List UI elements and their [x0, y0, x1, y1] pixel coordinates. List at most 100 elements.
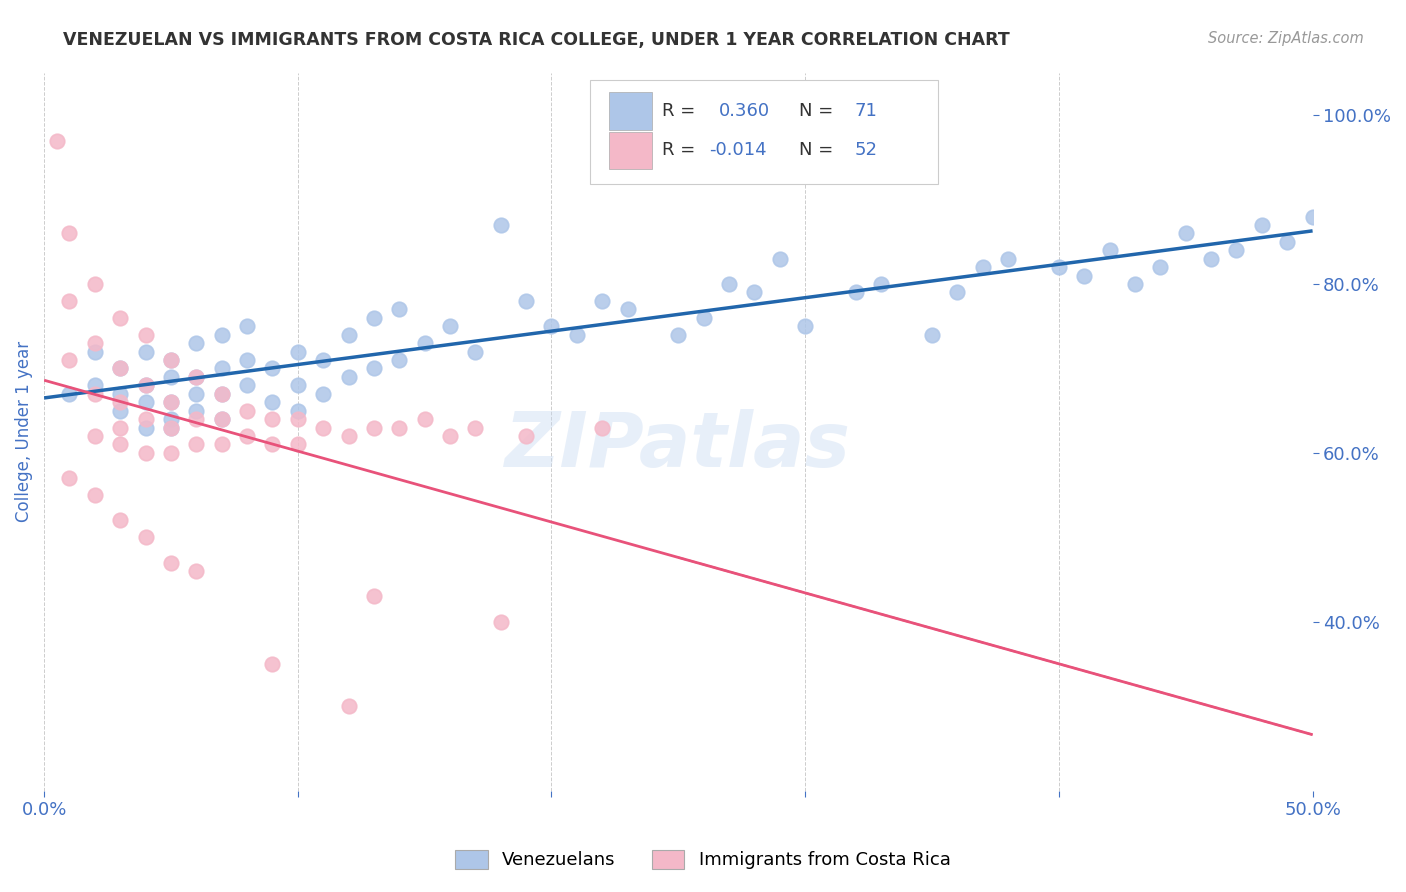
- Text: R =: R =: [662, 102, 695, 120]
- Text: 52: 52: [855, 142, 877, 160]
- Point: [439, 429, 461, 443]
- Point: [135, 327, 157, 342]
- Point: [160, 420, 183, 434]
- Point: [83, 336, 105, 351]
- Point: [186, 370, 208, 384]
- Point: [1277, 235, 1299, 249]
- Point: [211, 386, 233, 401]
- Point: [58, 471, 80, 485]
- Point: [1225, 244, 1247, 258]
- FancyBboxPatch shape: [609, 93, 652, 129]
- Point: [744, 285, 766, 300]
- Point: [186, 370, 208, 384]
- Point: [1250, 218, 1272, 232]
- Text: R =: R =: [662, 142, 695, 160]
- Point: [45, 134, 67, 148]
- Point: [58, 293, 80, 308]
- Point: [769, 252, 792, 266]
- Point: [83, 378, 105, 392]
- Point: [83, 429, 105, 443]
- Point: [616, 302, 638, 317]
- Point: [489, 218, 512, 232]
- Point: [110, 513, 132, 527]
- Text: VENEZUELAN VS IMMIGRANTS FROM COSTA RICA COLLEGE, UNDER 1 YEAR CORRELATION CHART: VENEZUELAN VS IMMIGRANTS FROM COSTA RICA…: [63, 31, 1010, 49]
- Point: [211, 412, 233, 426]
- Point: [413, 412, 436, 426]
- Point: [1073, 268, 1095, 283]
- Point: [262, 395, 284, 409]
- Point: [236, 429, 259, 443]
- Point: [287, 378, 309, 392]
- Point: [135, 530, 157, 544]
- Point: [287, 412, 309, 426]
- Point: [515, 293, 537, 308]
- Point: [1199, 252, 1222, 266]
- Point: [186, 386, 208, 401]
- Text: N =: N =: [799, 142, 834, 160]
- Point: [160, 395, 183, 409]
- Point: [337, 429, 360, 443]
- Point: [211, 437, 233, 451]
- Point: [160, 370, 183, 384]
- Text: N =: N =: [799, 102, 834, 120]
- Point: [464, 420, 486, 434]
- Point: [287, 344, 309, 359]
- FancyBboxPatch shape: [589, 80, 938, 185]
- Point: [262, 361, 284, 376]
- Point: [921, 327, 943, 342]
- Point: [388, 420, 411, 434]
- Point: [160, 353, 183, 368]
- Y-axis label: College, Under 1 year: College, Under 1 year: [15, 342, 32, 523]
- Point: [135, 446, 157, 460]
- Point: [1123, 277, 1146, 291]
- Point: [135, 412, 157, 426]
- Point: [337, 327, 360, 342]
- Point: [591, 293, 613, 308]
- Text: Source: ZipAtlas.com: Source: ZipAtlas.com: [1208, 31, 1364, 46]
- Point: [845, 285, 868, 300]
- Point: [160, 420, 183, 434]
- Point: [287, 403, 309, 417]
- Point: [515, 429, 537, 443]
- Point: [565, 327, 588, 342]
- Point: [236, 319, 259, 334]
- Point: [262, 657, 284, 671]
- Point: [1098, 244, 1121, 258]
- Point: [262, 437, 284, 451]
- Point: [236, 353, 259, 368]
- Point: [337, 370, 360, 384]
- Point: [1047, 260, 1070, 275]
- Point: [211, 386, 233, 401]
- Point: [83, 488, 105, 502]
- Point: [160, 556, 183, 570]
- Point: [83, 386, 105, 401]
- Point: [1302, 210, 1324, 224]
- Point: [236, 378, 259, 392]
- Point: [946, 285, 969, 300]
- Point: [693, 310, 716, 325]
- Point: [540, 319, 562, 334]
- Point: [363, 361, 385, 376]
- Point: [363, 420, 385, 434]
- Point: [312, 353, 335, 368]
- Point: [58, 227, 80, 241]
- Point: [211, 412, 233, 426]
- Point: [312, 386, 335, 401]
- Point: [83, 277, 105, 291]
- Point: [186, 437, 208, 451]
- Point: [110, 395, 132, 409]
- Point: [110, 403, 132, 417]
- Point: [1149, 260, 1171, 275]
- Point: [110, 386, 132, 401]
- Point: [58, 386, 80, 401]
- Point: [135, 378, 157, 392]
- Point: [997, 252, 1019, 266]
- Point: [794, 319, 817, 334]
- Point: [160, 446, 183, 460]
- Point: [591, 420, 613, 434]
- Point: [186, 336, 208, 351]
- Point: [160, 353, 183, 368]
- Point: [439, 319, 461, 334]
- Point: [262, 412, 284, 426]
- Point: [110, 361, 132, 376]
